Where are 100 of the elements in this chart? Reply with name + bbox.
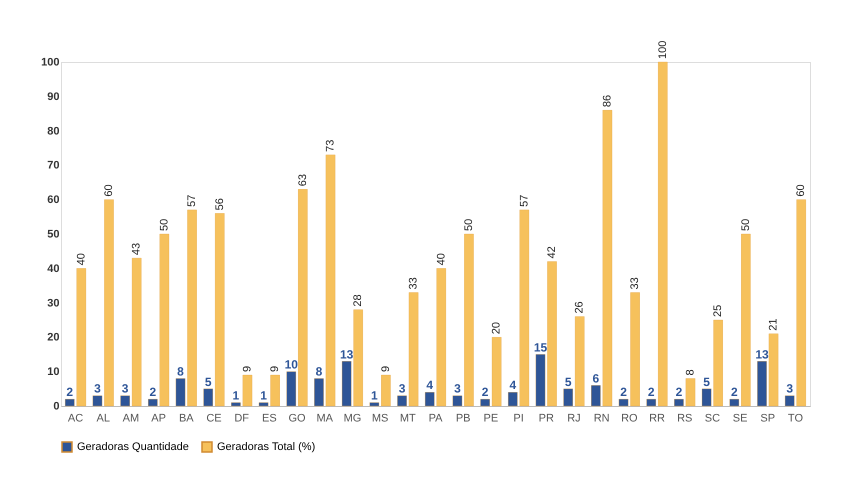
data-label: 5 xyxy=(564,374,572,389)
bar xyxy=(203,388,213,406)
data-label: 100 xyxy=(656,40,669,59)
data-label: 33 xyxy=(629,277,642,290)
bar xyxy=(65,398,75,406)
x-tick-label: SE xyxy=(732,412,748,424)
data-label: 57 xyxy=(518,194,530,207)
x-tick-label: TO xyxy=(788,412,804,424)
data-label: 5 xyxy=(703,374,710,389)
bar xyxy=(342,361,352,406)
bar xyxy=(298,189,308,406)
data-label: 25 xyxy=(712,304,724,317)
bar xyxy=(508,392,518,406)
data-label: 2 xyxy=(676,385,683,400)
y-tick-label: 20 xyxy=(47,332,60,344)
data-label: 3 xyxy=(786,382,794,396)
y-tick-label: 90 xyxy=(47,90,60,103)
x-tick-label: MA xyxy=(316,412,334,424)
x-tick-label: RJ xyxy=(567,412,581,424)
data-label: 4 xyxy=(509,378,516,392)
data-label: 4 xyxy=(426,378,434,392)
bar xyxy=(563,388,573,406)
data-label: 13 xyxy=(340,347,354,362)
data-label: 28 xyxy=(352,294,364,307)
x-tick-label: AL xyxy=(96,412,110,424)
data-label: 3 xyxy=(454,382,462,396)
x-tick-label: MT xyxy=(400,412,416,424)
bar xyxy=(784,396,794,406)
x-tick-label: MG xyxy=(344,412,362,424)
data-label: 2 xyxy=(730,385,738,400)
data-label: 2 xyxy=(482,385,489,400)
bar xyxy=(796,199,806,406)
data-label: 2 xyxy=(620,385,628,400)
data-label: 86 xyxy=(601,94,614,108)
y-tick-label: 100 xyxy=(41,56,60,68)
data-label: 26 xyxy=(574,301,586,314)
y-tick-label: 40 xyxy=(47,262,60,275)
x-tick-label: SP xyxy=(760,412,776,424)
x-tick-label: RO xyxy=(621,412,638,424)
bar xyxy=(76,268,86,406)
data-label: 3 xyxy=(94,382,102,396)
y-tick-label: 80 xyxy=(47,125,60,138)
data-label: 63 xyxy=(296,174,309,186)
data-label: 1 xyxy=(371,388,378,403)
x-tick-label: PA xyxy=(428,412,444,424)
data-label: 40 xyxy=(75,253,88,266)
data-label: 42 xyxy=(546,246,558,259)
y-tick-label: 50 xyxy=(47,228,60,240)
data-label: 8 xyxy=(316,364,323,378)
data-label: 5 xyxy=(204,374,212,389)
data-label: 9 xyxy=(380,366,392,372)
x-tick-label: AM xyxy=(122,412,140,424)
data-label: 13 xyxy=(755,347,769,362)
bar xyxy=(353,310,363,406)
x-tick-label: AC xyxy=(68,412,84,424)
y-tick-label: 10 xyxy=(47,366,60,378)
bar xyxy=(424,392,434,406)
data-label: 1 xyxy=(232,388,240,403)
data-label: 56 xyxy=(214,198,226,210)
data-label: 1 xyxy=(260,388,268,403)
data-label: 3 xyxy=(122,382,129,396)
data-label: 60 xyxy=(795,184,808,197)
data-label: 73 xyxy=(324,140,337,152)
bar xyxy=(574,316,584,406)
x-tick-label: DF xyxy=(234,412,250,424)
bar xyxy=(520,210,530,406)
x-tick-label: GO xyxy=(288,412,306,424)
x-tick-label: AP xyxy=(151,412,166,424)
x-tick-label: PB xyxy=(456,412,471,424)
data-label: 10 xyxy=(284,358,298,372)
data-label: 15 xyxy=(534,340,548,354)
data-label: 33 xyxy=(408,277,420,290)
data-label: 40 xyxy=(435,253,448,266)
y-tick-label: 60 xyxy=(47,194,60,206)
x-tick-label: ES xyxy=(262,412,277,424)
data-label: 50 xyxy=(158,218,170,231)
data-label: 50 xyxy=(462,218,475,231)
bar xyxy=(286,371,296,406)
x-tick-label: RN xyxy=(594,412,610,424)
bar xyxy=(436,268,446,406)
bar xyxy=(646,398,656,406)
data-label: 43 xyxy=(130,242,143,256)
x-tick-label: SC xyxy=(704,412,720,424)
data-label: 50 xyxy=(740,218,752,231)
y-tick-label: 70 xyxy=(47,160,60,172)
data-label: 2 xyxy=(149,385,156,400)
x-tick-label: RR xyxy=(649,412,666,424)
y-tick-label: 0 xyxy=(53,400,60,412)
data-label: 3 xyxy=(398,382,406,396)
data-label: 57 xyxy=(186,194,198,207)
legend-label: Geradoras Quantidade xyxy=(77,441,189,453)
data-label: 9 xyxy=(269,366,282,372)
bar xyxy=(214,213,225,406)
x-tick-label: RS xyxy=(677,412,692,424)
legend-label: Geradoras Total (%) xyxy=(217,441,316,453)
data-label: 21 xyxy=(768,318,780,331)
data-label: 2 xyxy=(66,385,74,400)
x-tick-label: BA xyxy=(178,412,194,424)
x-tick-label: PR xyxy=(538,412,554,424)
bar xyxy=(658,62,668,406)
